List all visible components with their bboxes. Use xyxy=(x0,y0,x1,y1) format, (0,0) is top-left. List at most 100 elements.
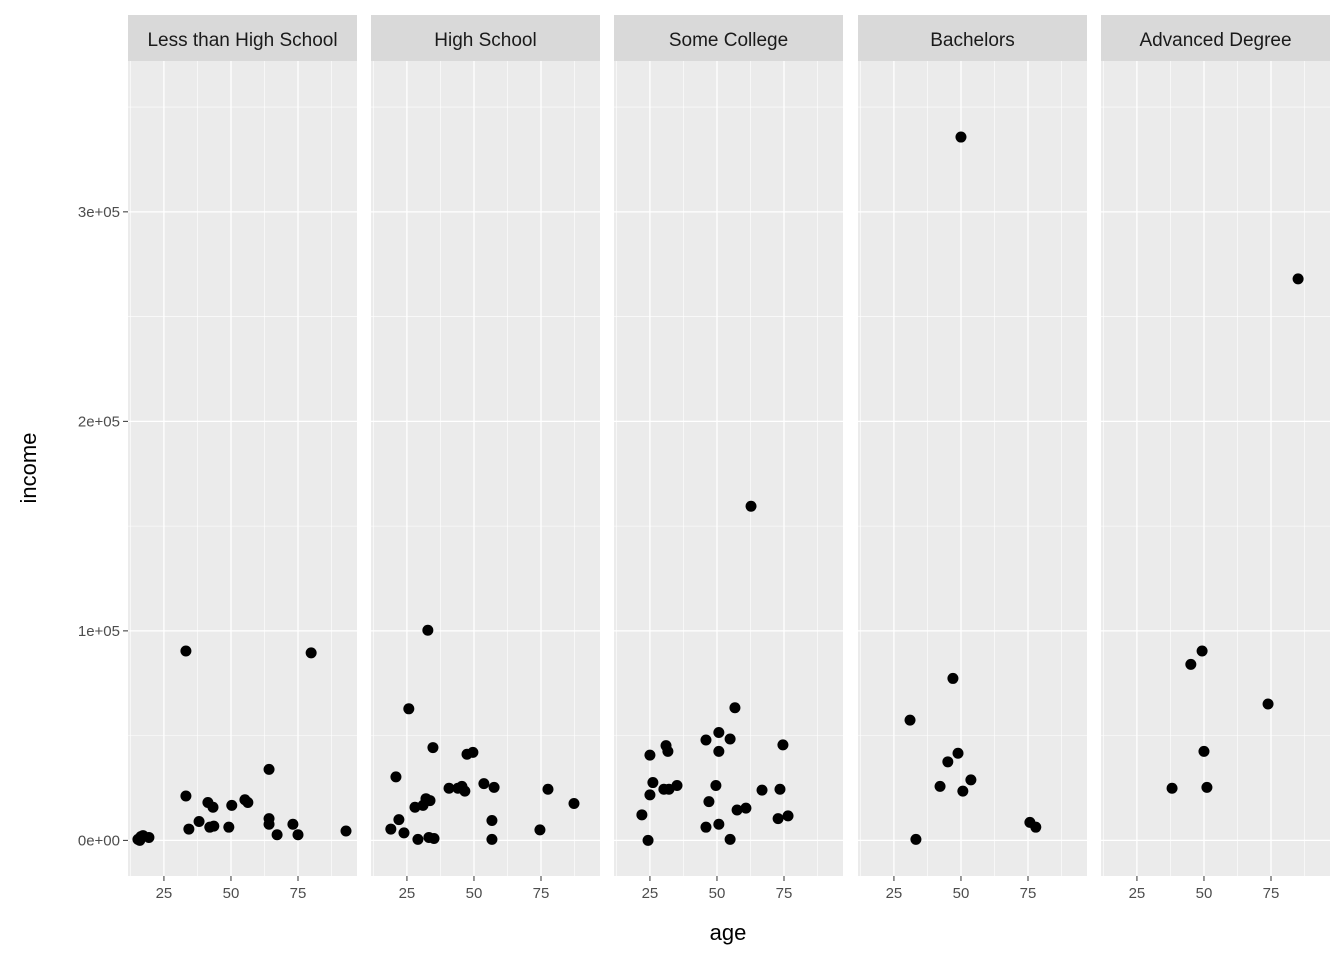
data-point xyxy=(703,796,715,808)
facet-strip xyxy=(128,15,357,61)
data-point xyxy=(700,821,712,833)
x-tick-label: 25 xyxy=(156,885,173,902)
data-point xyxy=(478,778,490,790)
facet-strip xyxy=(858,15,1087,61)
data-point xyxy=(700,734,712,746)
data-point xyxy=(305,647,317,659)
x-tick-label: 50 xyxy=(466,885,483,902)
x-tick-label: 75 xyxy=(776,885,793,902)
data-point xyxy=(390,771,402,783)
x-tick-label: 50 xyxy=(953,885,970,902)
data-point xyxy=(724,733,736,745)
data-point xyxy=(952,747,964,759)
data-point xyxy=(1198,745,1210,757)
data-point xyxy=(1196,645,1208,657)
data-point xyxy=(1030,821,1042,833)
facet-panel: Advanced Degree 25 50 75 xyxy=(1101,15,1330,902)
data-point xyxy=(393,814,405,826)
data-point xyxy=(180,790,192,802)
data-point xyxy=(756,784,768,796)
data-point xyxy=(774,783,786,795)
data-point xyxy=(942,756,954,768)
facet-strip-label: High School xyxy=(434,30,536,51)
data-point xyxy=(904,714,916,726)
data-point xyxy=(207,801,219,813)
facet-strip xyxy=(371,15,600,61)
panel-background xyxy=(128,61,357,876)
data-point xyxy=(642,834,654,846)
panel-background xyxy=(858,61,1087,876)
data-point xyxy=(745,500,757,512)
data-point xyxy=(644,789,656,801)
data-point xyxy=(534,824,546,836)
data-point xyxy=(292,829,304,841)
data-point xyxy=(385,823,397,835)
data-point xyxy=(1292,273,1304,285)
data-point xyxy=(486,833,498,845)
facet-strip-label: Some College xyxy=(669,30,788,51)
y-tick-label: 3e+05 xyxy=(78,204,120,221)
x-tick-label: 50 xyxy=(1196,885,1213,902)
data-point xyxy=(710,779,722,791)
facet-strip-label: Less than High School xyxy=(147,30,337,51)
data-point xyxy=(467,746,479,758)
x-tick-label: 25 xyxy=(399,885,416,902)
facet-panel: Less than High School 25 50 75 xyxy=(128,15,357,902)
data-point xyxy=(143,831,155,843)
data-point xyxy=(193,816,205,828)
data-point xyxy=(422,624,434,636)
data-point xyxy=(263,763,275,775)
data-point xyxy=(180,645,192,657)
data-point xyxy=(412,833,424,845)
data-point xyxy=(1201,781,1213,793)
facet-panel: Bachelors 25 50 75 xyxy=(858,15,1087,902)
data-point xyxy=(934,780,946,792)
data-point xyxy=(488,781,500,793)
data-point xyxy=(134,834,146,846)
data-point xyxy=(242,796,254,808)
x-tick-label: 75 xyxy=(1020,885,1037,902)
data-point xyxy=(647,777,659,789)
data-point xyxy=(713,745,725,757)
y-tick-label: 1e+05 xyxy=(78,623,120,640)
data-point xyxy=(409,801,421,813)
x-tick-label: 75 xyxy=(1263,885,1280,902)
data-point xyxy=(782,810,794,822)
data-point xyxy=(644,749,656,761)
data-point xyxy=(263,818,275,830)
x-tick-label: 75 xyxy=(290,885,307,902)
panel-background xyxy=(1101,61,1330,876)
facet-strip-label: Bachelors xyxy=(930,30,1015,51)
data-point xyxy=(1185,658,1197,670)
data-point xyxy=(398,827,410,839)
x-tick-label: 25 xyxy=(642,885,659,902)
x-axis-title: age xyxy=(710,920,747,945)
data-point xyxy=(662,745,674,757)
data-point xyxy=(1262,698,1274,710)
data-point xyxy=(955,131,967,143)
data-point xyxy=(1166,782,1178,794)
facet-panel: High School 25 50 75 xyxy=(371,15,600,902)
panel-background xyxy=(371,61,600,876)
data-point xyxy=(724,833,736,845)
x-tick-label: 75 xyxy=(533,885,550,902)
y-tick-label: 0e+00 xyxy=(78,832,120,849)
facet-strip-label: Advanced Degree xyxy=(1139,30,1291,51)
data-point xyxy=(713,818,725,830)
data-point xyxy=(740,802,752,814)
facet-strip xyxy=(614,15,843,61)
data-point xyxy=(910,833,922,845)
x-tick-label: 50 xyxy=(223,885,240,902)
data-point xyxy=(542,783,554,795)
data-point xyxy=(947,672,959,684)
facet-strip xyxy=(1101,15,1330,61)
data-point xyxy=(568,798,580,810)
data-point xyxy=(729,702,741,714)
data-point xyxy=(428,832,440,844)
data-point xyxy=(772,813,784,825)
data-point xyxy=(183,823,195,835)
data-point xyxy=(731,804,743,816)
data-point xyxy=(459,785,471,797)
data-point xyxy=(957,785,969,797)
